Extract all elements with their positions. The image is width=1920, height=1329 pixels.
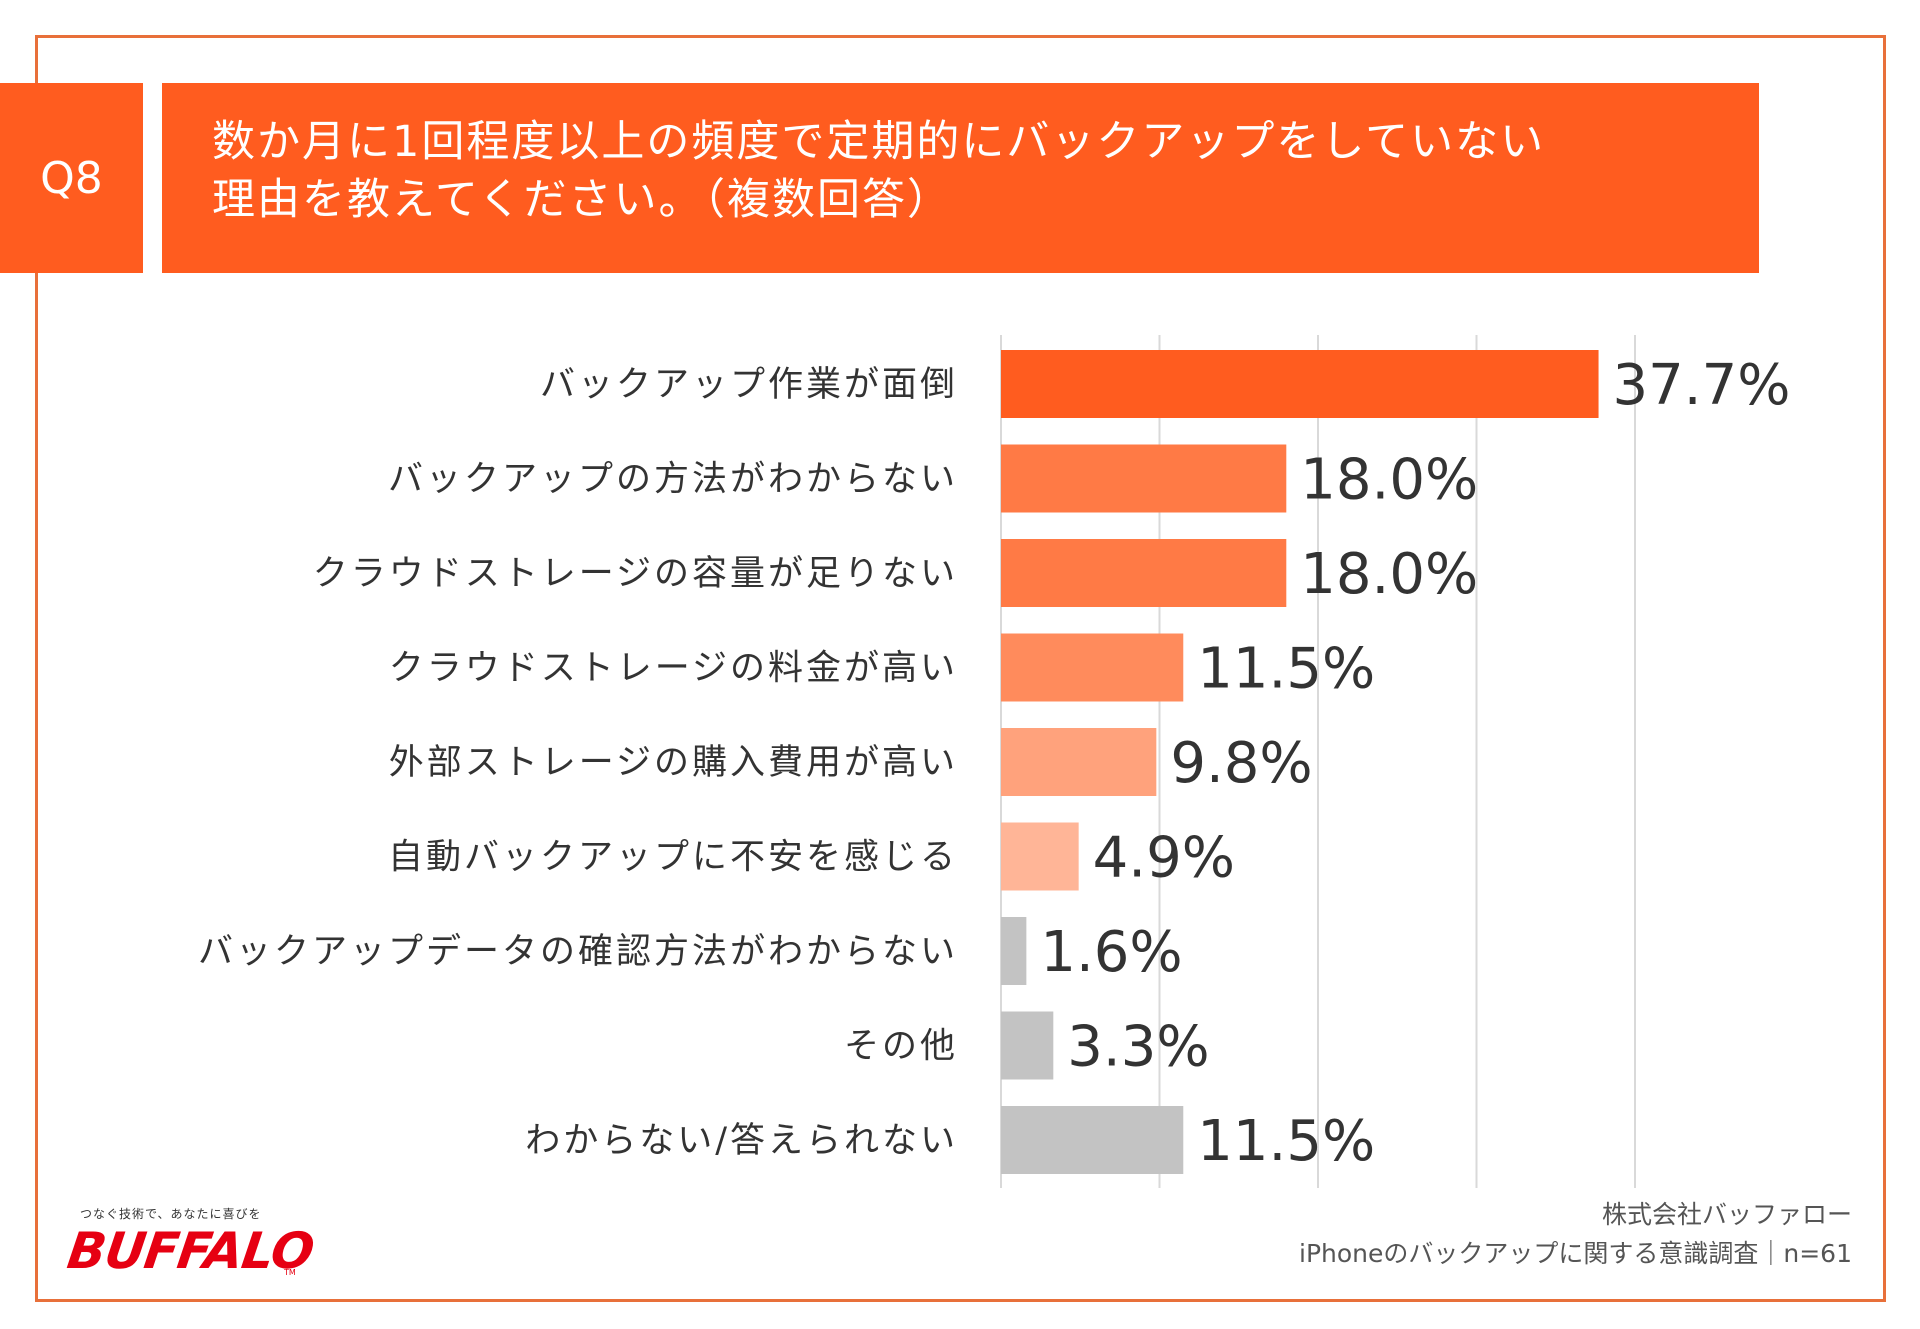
- bar-8: [1001, 1106, 1184, 1174]
- value-label-3: 11.5%: [1197, 637, 1375, 702]
- buffalo-logo: BUFFALO: [63, 1222, 317, 1280]
- footer-company: 株式会社バッファロー: [1601, 1200, 1852, 1229]
- category-label-4: 外部ストレージの購入費用が高い: [389, 743, 958, 783]
- logo-tagline: つなぐ技術で、あなたに喜びを: [80, 1207, 262, 1221]
- bar-0: [1001, 350, 1599, 418]
- footer-source: 株式会社バッファロー iPhoneのバックアップに関する意識調査｜n=61: [1299, 1195, 1852, 1273]
- category-label-5: 自動バックアップに不安を感じる: [388, 838, 958, 878]
- category-label-6: バックアップデータの確認方法がわからない: [198, 932, 958, 972]
- logo-trademark: TM: [284, 1268, 296, 1277]
- question-title-line-1: 数か月に1回程度以上の頻度で定期的にバックアップをしていない: [212, 117, 1546, 167]
- question-badge: Q8: [0, 83, 143, 273]
- category-label-3: クラウドストレージの料金が高い: [389, 649, 958, 689]
- category-label-0: バックアップ作業が面倒: [540, 365, 958, 405]
- bar-5: [1001, 822, 1079, 891]
- slide-frame: [35, 35, 1886, 1302]
- bar-4: [1001, 728, 1157, 796]
- value-label-5: 4.9%: [1093, 826, 1235, 891]
- value-label-1: 18.0%: [1300, 448, 1478, 513]
- footer-survey: iPhoneのバックアップに関する意識調査｜n=61: [1299, 1239, 1852, 1268]
- question-title-line-2: 理由を教えてください。（複数回答）: [212, 175, 953, 225]
- bar-1: [1001, 444, 1287, 513]
- value-label-2: 18.0%: [1300, 542, 1478, 607]
- question-title: 数か月に1回程度以上の頻度で定期的にバックアップをしていない 理由を教えてくださ…: [162, 83, 1759, 273]
- category-label-2: クラウドストレージの容量が足りない: [313, 554, 958, 594]
- category-label-8: わからない/答えられない: [525, 1121, 958, 1161]
- value-label-8: 11.5%: [1197, 1109, 1375, 1174]
- value-label-6: 1.6%: [1040, 920, 1182, 985]
- value-label-4: 9.8%: [1170, 731, 1312, 796]
- category-label-1: バックアップの方法がわからない: [388, 460, 958, 500]
- bar-2: [1001, 539, 1287, 607]
- bar-7: [1001, 1011, 1054, 1080]
- bar-6: [1001, 917, 1027, 985]
- category-label-7: その他: [844, 1027, 958, 1067]
- bar-chart: バックアップ作業が面倒 37.7% バックアップの方法がわからない 18.0% クラウド…: [198, 335, 1791, 1188]
- bar-3: [1001, 633, 1184, 702]
- value-label-7: 3.3%: [1067, 1015, 1209, 1080]
- value-label-0: 37.7%: [1613, 353, 1791, 418]
